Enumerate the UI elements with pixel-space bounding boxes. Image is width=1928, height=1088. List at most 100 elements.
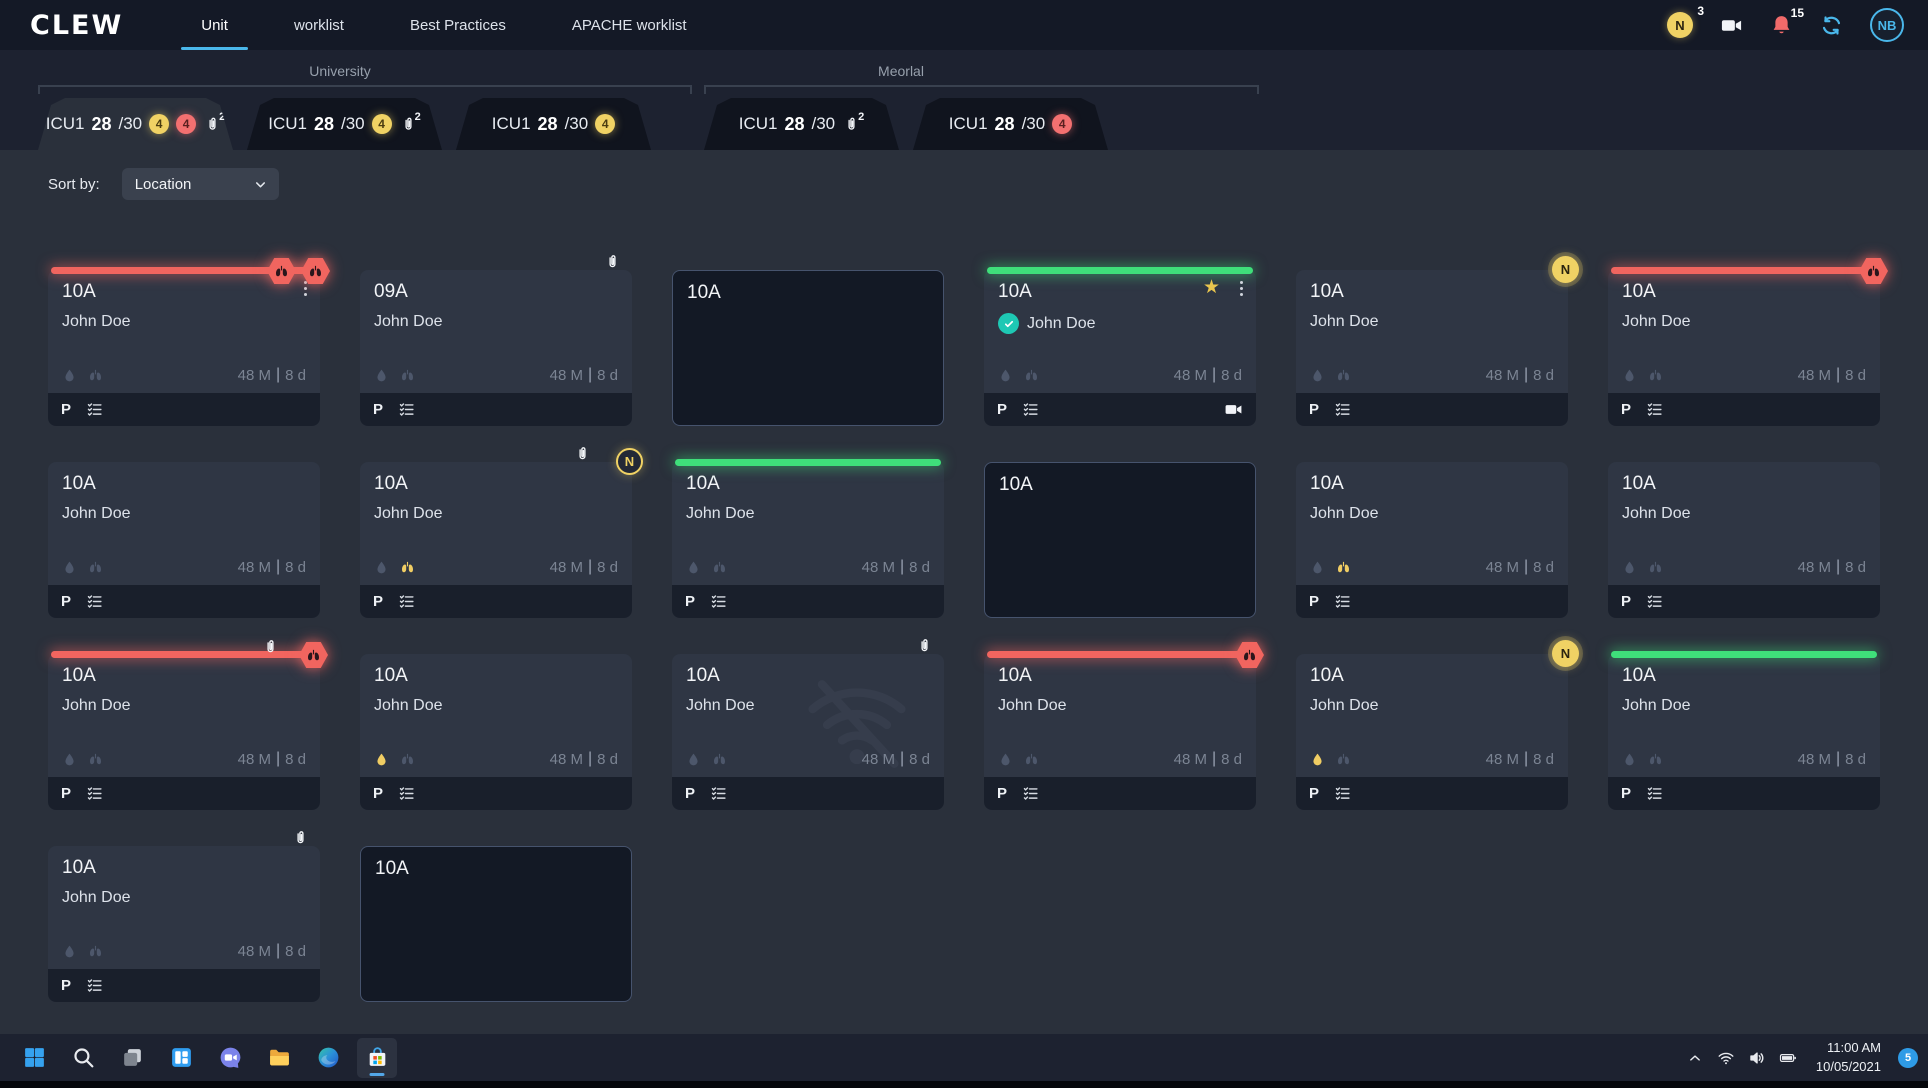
checklist-icon[interactable] [1334, 593, 1351, 610]
unit-tab-5[interactable]: ICU1 28/30 4 [913, 98, 1108, 150]
physician-button[interactable]: P [1309, 785, 1320, 802]
taskbar-search-icon[interactable] [63, 1038, 103, 1078]
tray-battery-icon[interactable] [1779, 1049, 1797, 1067]
nav-tab-worklist[interactable]: worklist [293, 16, 344, 34]
taskbar-edge-icon[interactable] [308, 1038, 348, 1078]
checklist-icon[interactable] [1646, 785, 1663, 802]
checklist-icon[interactable] [1646, 593, 1663, 610]
checklist-icon[interactable] [398, 593, 415, 610]
physician-button[interactable]: P [61, 401, 72, 418]
kebab-menu-icon[interactable] [304, 281, 307, 296]
attachment-paperclip-icon[interactable] [605, 253, 620, 276]
yellow-alert-badge[interactable]: 4 [149, 114, 169, 134]
lung-alert-hexagon-icon[interactable] [267, 258, 296, 284]
checklist-icon[interactable] [1334, 401, 1351, 418]
attachments-indicator[interactable]: 2 [205, 116, 225, 133]
checklist-icon[interactable] [398, 785, 415, 802]
checklist-icon[interactable] [86, 977, 103, 994]
physician-button[interactable]: P [1309, 593, 1320, 610]
tray-volume-icon[interactable] [1748, 1049, 1766, 1067]
bed-card-empty[interactable]: 10A [360, 846, 632, 1002]
patient-card[interactable]: N 10A John Doe 48 M | 8 d P [360, 447, 643, 618]
video-camera-icon[interactable] [1224, 400, 1243, 419]
star-icon[interactable]: ★ [1202, 277, 1220, 298]
nurse-note-badge[interactable]: N [1552, 640, 1579, 667]
taskbar-file-explorer-icon[interactable] [259, 1038, 299, 1078]
physician-button[interactable]: P [685, 785, 696, 802]
patient-card[interactable]: N 10A John Doe 48 M | 8 d P [1296, 640, 1579, 810]
patient-card[interactable]: 10A John Doe 48 M | 8 d P [1296, 462, 1568, 618]
patient-card[interactable]: 10A John Doe 48 M | 8 d P [672, 459, 944, 618]
patient-card[interactable]: 10A John Doe 48 M | 8 d P [984, 642, 1264, 810]
physician-button[interactable]: P [373, 785, 384, 802]
checklist-icon[interactable] [1334, 785, 1351, 802]
nav-tab-apache-worklist[interactable]: APACHE worklist [571, 16, 687, 34]
kebab-menu-icon[interactable] [1240, 281, 1243, 296]
attachments-indicator[interactable]: 2 [844, 116, 864, 133]
physician-button[interactable]: P [61, 785, 72, 802]
taskbar-start-icon[interactable] [14, 1038, 54, 1078]
lung-alert-hexagon-icon[interactable] [301, 258, 330, 284]
patient-card[interactable]: 10A ★ John Doe 48 M | 8 d P [984, 267, 1256, 426]
physician-button[interactable]: P [1621, 401, 1632, 418]
checklist-icon[interactable] [710, 785, 727, 802]
patient-card[interactable]: 10A John Doe 48 M | 8 d P [48, 640, 328, 810]
bed-card-empty[interactable]: 10A [672, 270, 944, 426]
checklist-icon[interactable] [86, 785, 103, 802]
notification-count-badge[interactable]: 5 [1898, 1047, 1918, 1068]
sort-select[interactable]: Location [121, 168, 279, 200]
checklist-icon[interactable] [1646, 401, 1663, 418]
bed-card-empty[interactable]: 10A [984, 462, 1256, 618]
n-notifications-button[interactable]: N 3 [1667, 4, 1704, 38]
unit-tab-2[interactable]: ICU1 28/30 4 2 [247, 98, 442, 150]
patient-card[interactable]: 10A John Doe 48 M | 8 d P [672, 639, 944, 810]
physician-button[interactable]: P [1621, 785, 1632, 802]
physician-button[interactable]: P [61, 593, 72, 610]
attachment-paperclip-icon[interactable] [917, 637, 932, 660]
patient-card[interactable]: 10A John Doe 48 M | 8 d P [48, 462, 320, 618]
user-avatar[interactable]: NB [1870, 8, 1904, 42]
attachment-paperclip-icon[interactable] [263, 638, 278, 661]
nav-tab-best-practices[interactable]: Best Practices [409, 16, 506, 34]
refresh-icon[interactable] [1820, 14, 1843, 37]
taskbar-clock[interactable]: 11:00 AM 10/05/2021 [1816, 1039, 1881, 1075]
taskbar-widgets-icon[interactable] [161, 1038, 201, 1078]
attachment-paperclip-icon[interactable] [575, 445, 590, 468]
physician-button[interactable]: P [373, 401, 384, 418]
patient-card[interactable]: 09A John Doe 48 M | 8 d P [360, 255, 632, 426]
red-alert-badge[interactable]: 4 [176, 114, 196, 134]
lung-alert-hexagon-icon[interactable] [1859, 258, 1888, 284]
tray-wifi-icon[interactable] [1717, 1049, 1735, 1067]
lung-alert-hexagon-icon[interactable] [1235, 642, 1264, 668]
yellow-alert-badge[interactable]: 4 [372, 114, 392, 134]
unit-tab-4[interactable]: ICU1 28/30 2 [704, 98, 899, 150]
taskbar-chat-icon[interactable] [210, 1038, 250, 1078]
patient-card[interactable]: 10A John Doe 48 M | 8 d P [1608, 462, 1880, 618]
patient-card[interactable]: 10A John Doe 48 M | 8 d P [48, 831, 320, 1002]
bell-icon[interactable]: 15 [1770, 6, 1804, 37]
lung-alert-hexagon-icon[interactable] [299, 642, 328, 668]
physician-button[interactable]: P [997, 785, 1008, 802]
unit-tab-3[interactable]: ICU1 28/30 4 [456, 98, 651, 150]
patient-card[interactable]: 10A John Doe 48 M | 8 d P [1608, 651, 1880, 810]
physician-button[interactable]: P [373, 593, 384, 610]
checklist-icon[interactable] [1022, 785, 1039, 802]
physician-button[interactable]: P [997, 401, 1008, 418]
checklist-icon[interactable] [86, 401, 103, 418]
physician-button[interactable]: P [685, 593, 696, 610]
physician-button[interactable]: P [1309, 401, 1320, 418]
taskbar-task-view-icon[interactable] [112, 1038, 152, 1078]
patient-card[interactable]: 10A John Doe 48 M | 8 d P [48, 258, 330, 426]
nav-tab-unit[interactable]: Unit [181, 0, 248, 50]
yellow-alert-badge[interactable]: 4 [595, 114, 615, 134]
attachments-indicator[interactable]: 2 [401, 116, 421, 133]
checklist-icon[interactable] [86, 593, 103, 610]
checklist-icon[interactable] [710, 593, 727, 610]
red-alert-badge[interactable]: 4 [1052, 114, 1072, 134]
checklist-icon[interactable] [398, 401, 415, 418]
tray-chevron-up-icon[interactable] [1686, 1049, 1704, 1067]
nurse-note-badge[interactable]: N [1552, 256, 1579, 283]
attachment-paperclip-icon[interactable] [293, 829, 308, 852]
patient-card[interactable]: 10A John Doe 48 M | 8 d P [360, 654, 632, 810]
patient-card[interactable]: N 10A John Doe 48 M | 8 d P [1296, 256, 1579, 426]
